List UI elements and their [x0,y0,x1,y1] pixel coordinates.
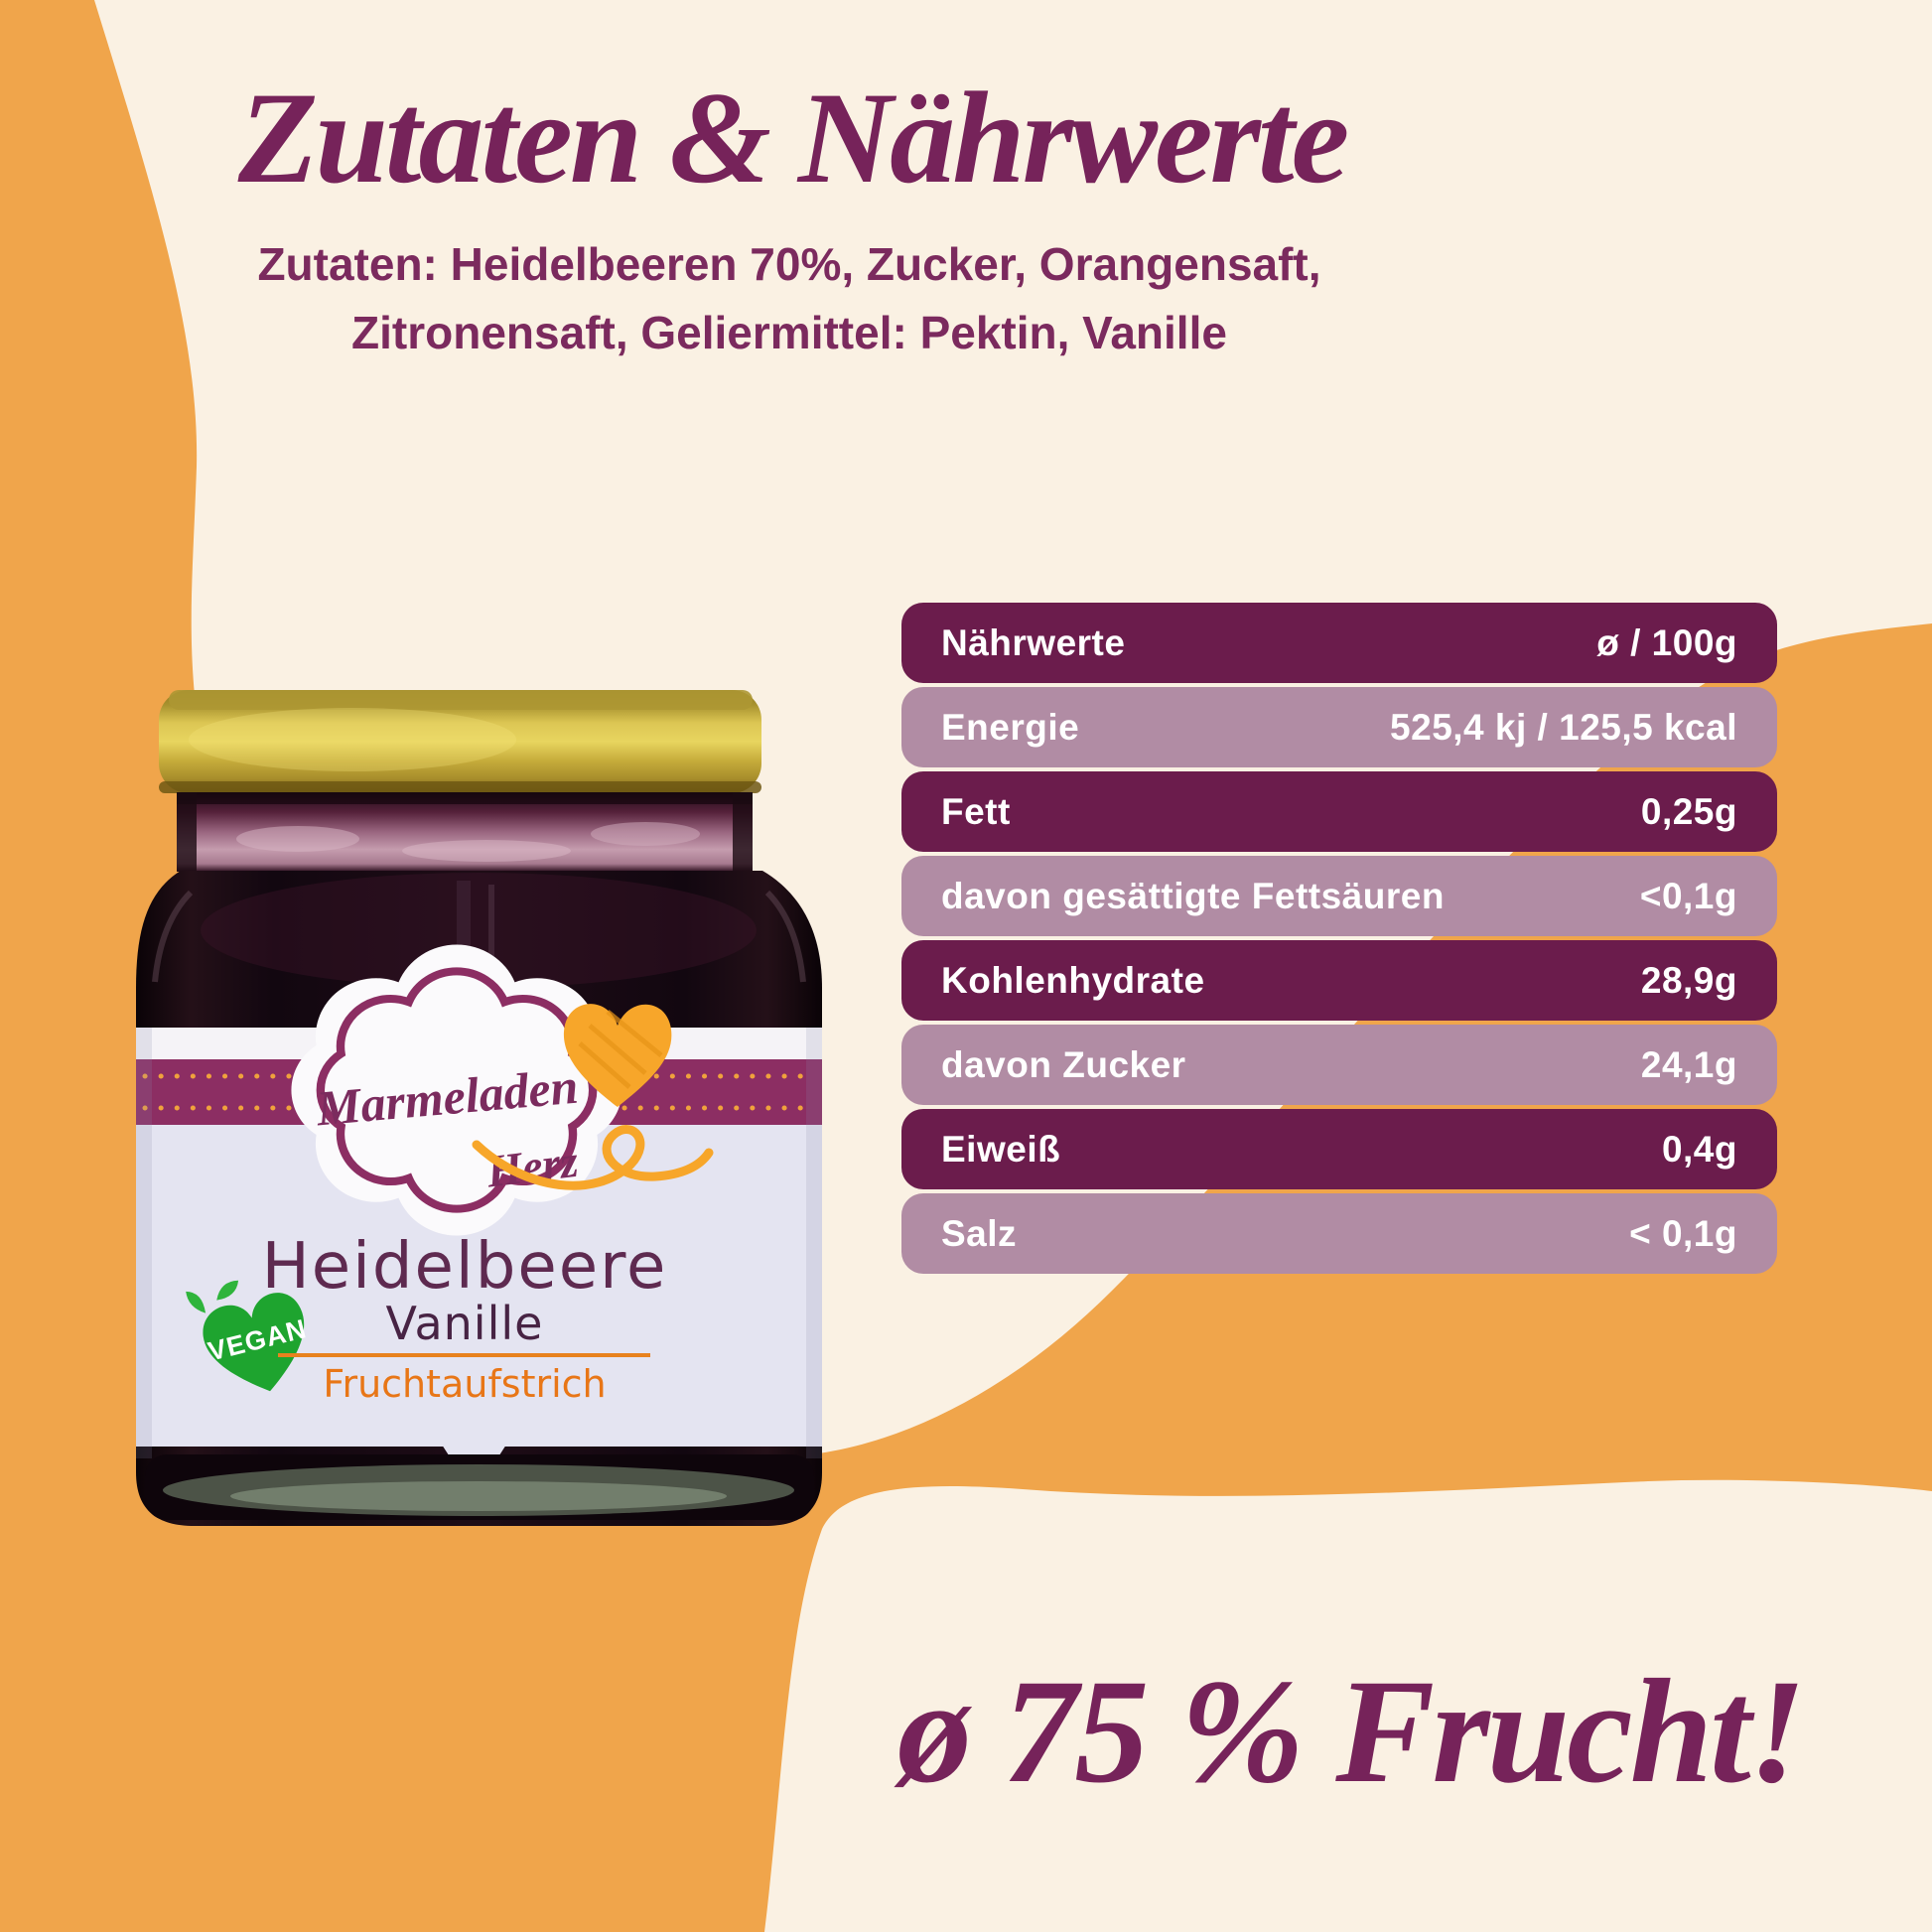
nutrition-row-eiweiss: Eiweiß 0,4g [901,1109,1777,1189]
nutrient-value: 24,1g [1640,1043,1737,1085]
nutrient-label: Salz [941,1212,1018,1254]
nutrition-table: Nährwerte ø / 100g Energie 525,4 kj / 12… [901,603,1777,1278]
jar-glass-bottom [145,1454,814,1520]
ingredients-line-2: Zitronensaft, Geliermittel: Pektin, Vani… [351,307,1227,358]
nutrient-value: < 0,1g [1629,1212,1737,1254]
ingredients-line-1: Zutaten: Heidelbeeren 70%, Zucker, Orang… [257,238,1321,290]
product-name: Heidelbeere [262,1230,668,1304]
nutrition-row-energie: Energie 525,4 kj / 125,5 kcal [901,687,1777,767]
ingredients-text: Zutaten: Heidelbeeren 70%, Zucker, Orang… [0,230,1579,367]
jar-neck-jam [177,792,753,872]
nutrient-label: davon gesättigte Fettsäuren [941,875,1445,916]
nutrition-row-zucker: davon Zucker 24,1g [901,1025,1777,1105]
nutrient-value: 0,25g [1640,790,1737,832]
fruit-claim: ø 75 % Frucht! [897,1649,1806,1814]
nutrient-value: 0,4g [1661,1128,1737,1170]
nutrient-label: Fett [941,790,1011,832]
vegan-badge: VEGAN [186,1280,310,1392]
page-title: Zutaten & Nährwerte [237,65,1349,210]
nutrition-row-header: Nährwerte ø / 100g [901,603,1777,683]
nutrition-row-kohlenhydrate: Kohlenhydrate 28,9g [901,940,1777,1021]
nutrient-label: Nährwerte [941,621,1126,663]
heart-doodle-icon [472,1004,714,1190]
nutrient-label: Energie [941,706,1080,748]
product-type: Fruchtaufstrich [323,1362,606,1406]
nutrition-row-fett: Fett 0,25g [901,771,1777,852]
background-cream-bottom-blob [764,1479,1932,1932]
product-jar-image: Marmeladen Herz Heidelbeere [129,680,829,1534]
brand-badge: Marmeladen Herz [291,944,714,1236]
nutrient-label: Kohlenhydrate [941,959,1205,1001]
nutrient-value: <0,1g [1639,875,1737,916]
nutrient-value: 525,4 kj / 125,5 kcal [1390,706,1737,748]
nutrient-label: davon Zucker [941,1043,1186,1085]
jar-lid [159,690,761,793]
variant-name: Vanille [386,1297,544,1350]
nutrient-value: ø / 100g [1596,621,1737,663]
nutrition-row-fettsaeuren: davon gesättigte Fettsäuren <0,1g [901,856,1777,936]
nutrient-label: Eiweiß [941,1128,1061,1170]
nutrition-row-salz: Salz < 0,1g [901,1193,1777,1274]
nutrient-value: 28,9g [1640,959,1737,1001]
